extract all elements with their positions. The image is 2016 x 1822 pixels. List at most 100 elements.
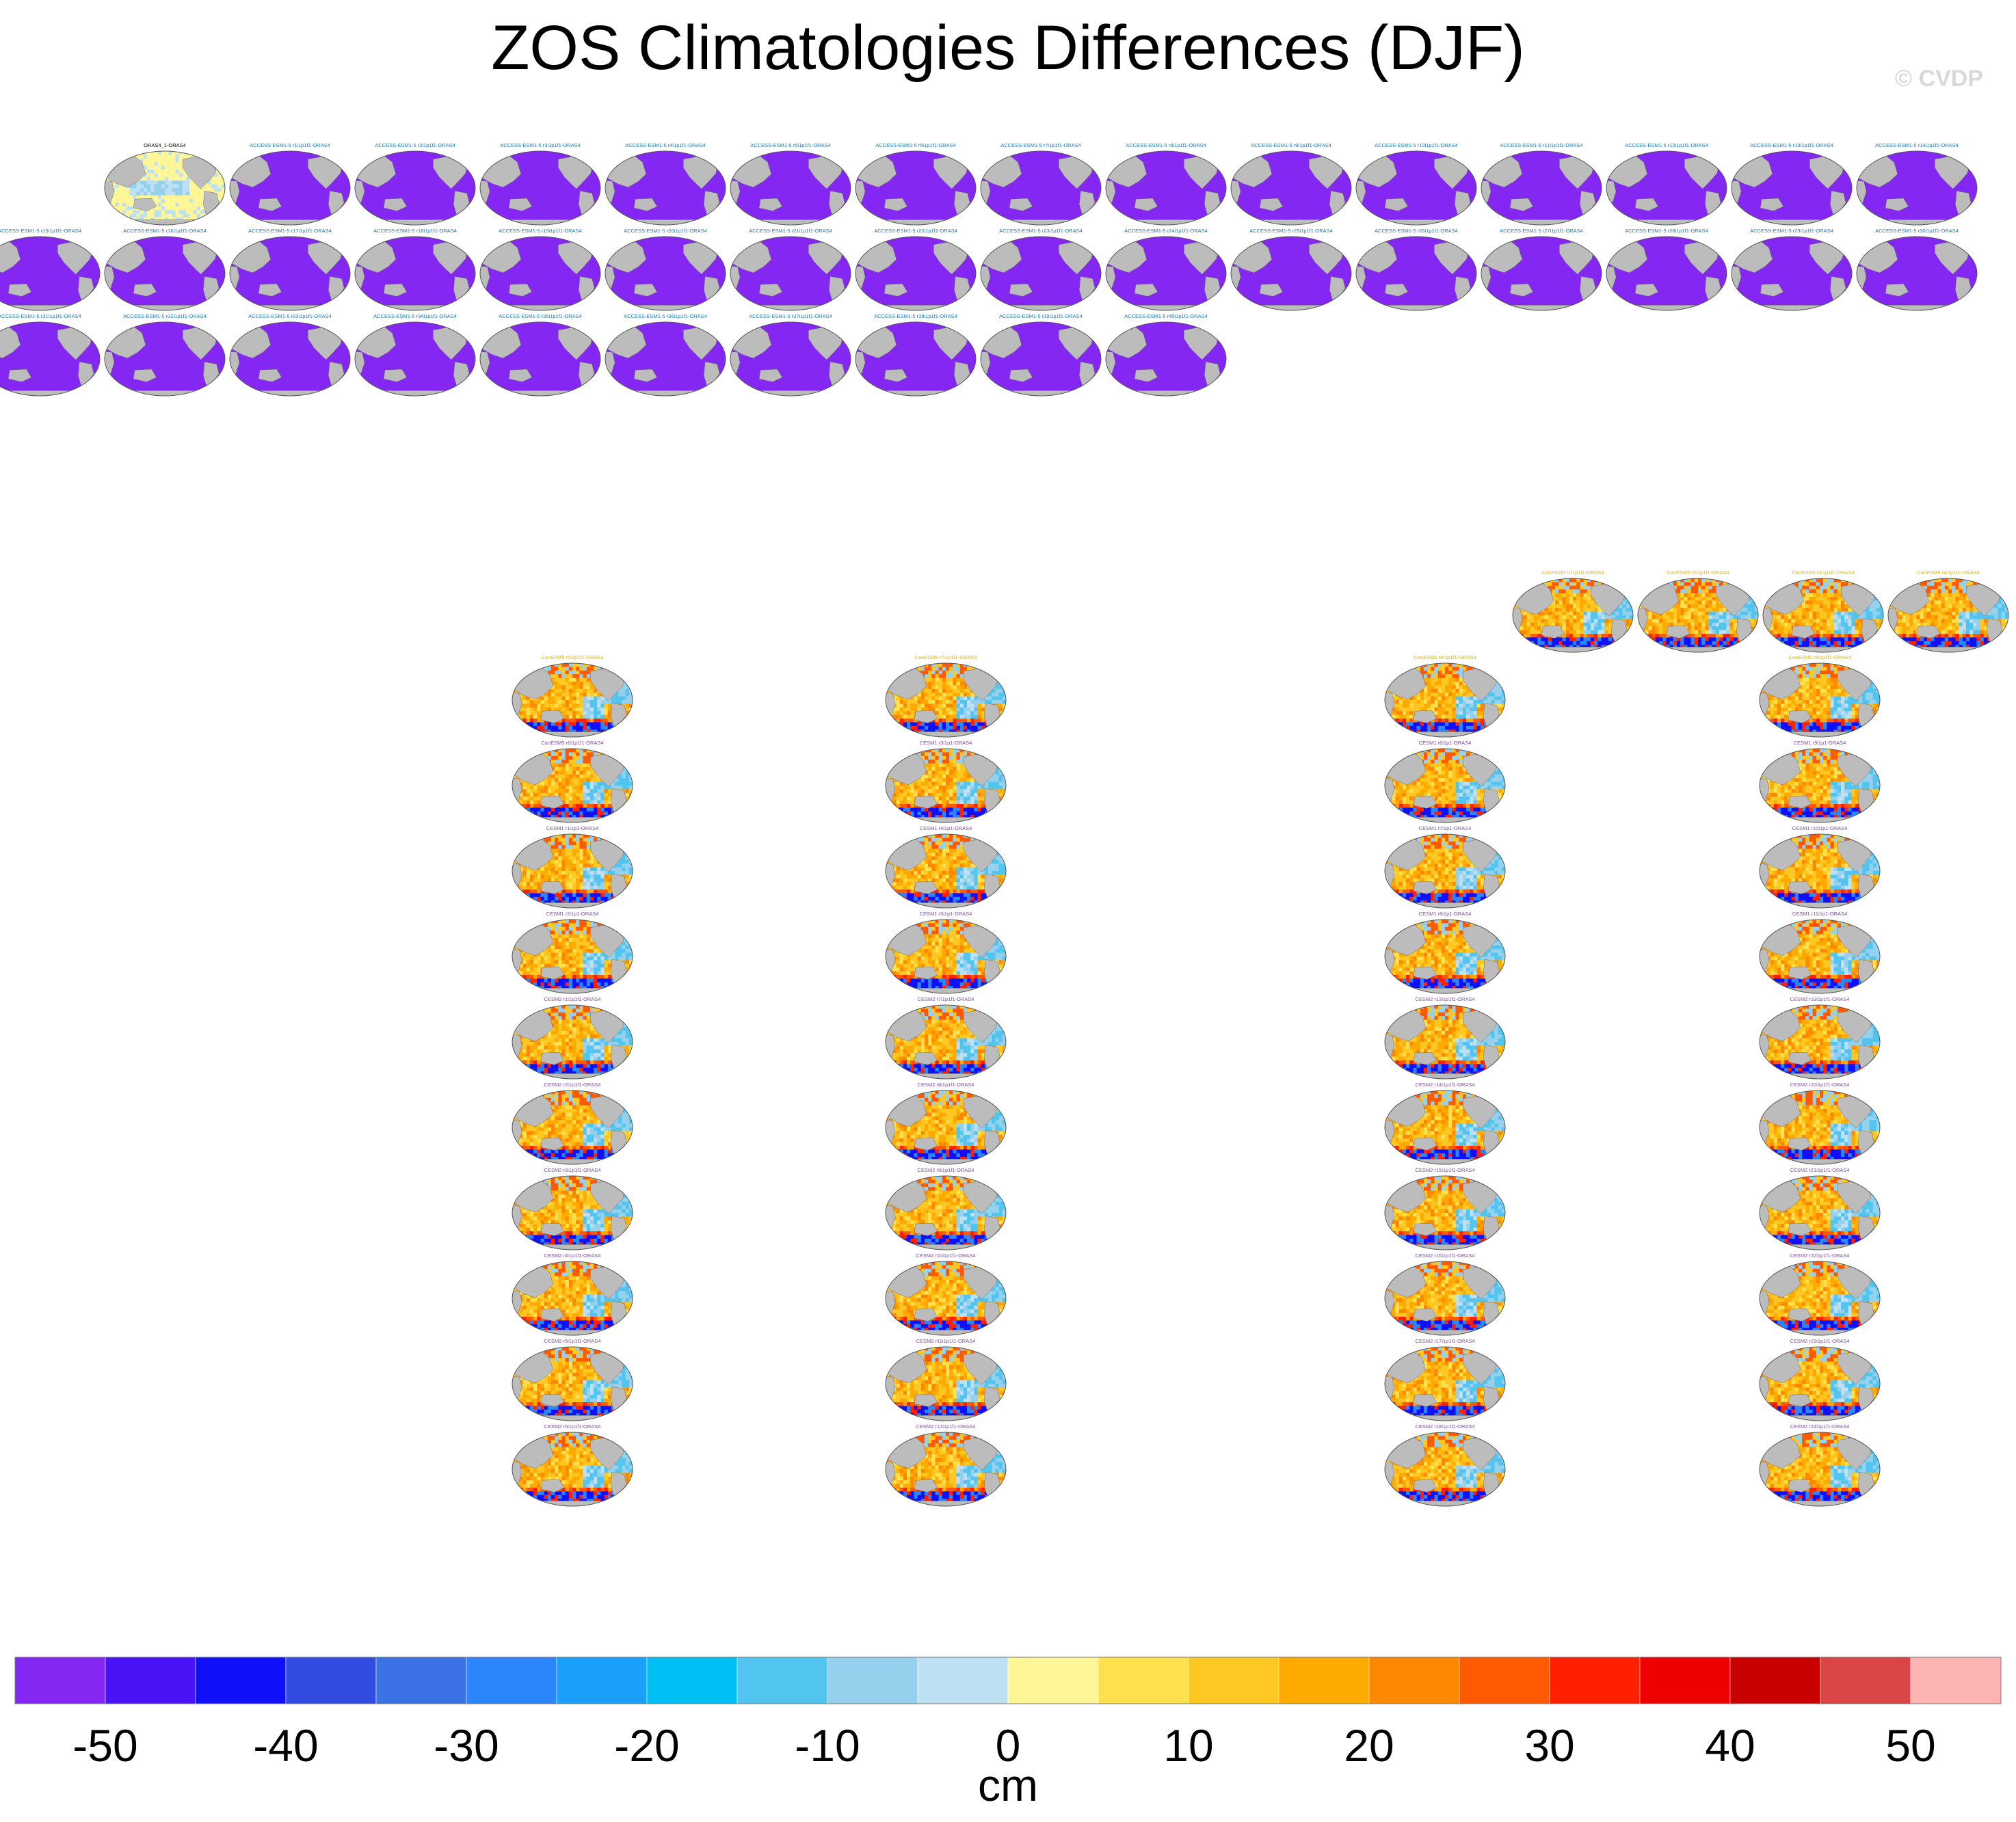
map-panel-title: CanESM5 r4i1p1f1-ORAS4 xyxy=(1917,570,1979,576)
map-panel-title: CESM2 r4i1p1f1-ORAS4 xyxy=(544,1252,601,1259)
map-panel-title: CESM2 r20i1p1f1-ORAS4 xyxy=(1790,1082,1849,1088)
map-panel-title: CESM1 r6i1p1-ORAS4 xyxy=(1419,740,1472,746)
colorbar-swatch xyxy=(1098,1657,1189,1704)
colorbar-swatch xyxy=(466,1657,557,1704)
map-panel-title: ACCESS-ESM1-5 r7i1p1f1-ORAS4 xyxy=(1000,142,1081,148)
colorbar-swatch xyxy=(556,1657,648,1704)
map-panel-title: ORAS4_1-ORAS4 xyxy=(144,142,186,148)
map-panel: ACCESS-ESM1-5 r7i1p1f1-ORAS4 xyxy=(980,142,1102,226)
chart-title: ZOS Climatologies Differences (DJF) xyxy=(0,12,2016,84)
colorbar-swatch xyxy=(1459,1657,1550,1704)
map-panel: ACCESS-ESM1-5 r1i1p1f1-ORAS4 xyxy=(229,142,351,226)
map-panel-title: CanESM5 r7i1p1f1-ORAS4 xyxy=(914,654,977,660)
map-panel-title: ACCESS-ESM1-5 r26i1p1f1-ORAS4 xyxy=(1375,228,1458,234)
map-panel-title: ACCESS-ESM1-5 r40i1p1f1-ORAS4 xyxy=(1124,313,1208,319)
map-panel: CESM2 r19i1p1f1-ORAS4 xyxy=(1759,996,1881,1080)
map-panel: CESM2 r15i1p1f1-ORAS4 xyxy=(1384,1167,1506,1250)
map-panel-title: ACCESS-ESM1-5 r30i1p1f1-ORAS4 xyxy=(1875,228,1959,234)
map-panel: ACCESS-ESM1-5 r20i1p1f1-ORAS4 xyxy=(605,228,726,311)
map-panel-title: ACCESS-ESM1-5 r25i1p1f1-ORAS4 xyxy=(1249,228,1333,234)
map-panel-title: ACCESS-ESM1-5 r9i1p1f1-ORAS4 xyxy=(1251,142,1331,148)
map-panel: ACCESS-ESM1-5 r11i1p1f1-ORAS4 xyxy=(1481,142,1602,226)
map-panel-title: ACCESS-ESM1-5 r39i1p1f1-ORAS4 xyxy=(999,313,1083,319)
map-panel-title: CESM2 r9i1p1f1-ORAS4 xyxy=(918,1167,974,1173)
map-panel-title: CanESM5 r6i1p1f1-ORAS4 xyxy=(541,740,603,746)
map-panel-title: CESM2 r2i1p1f1-ORAS4 xyxy=(544,1082,601,1088)
map-panel-title: CESM2 r15i1p1f1-ORAS4 xyxy=(1415,1167,1474,1173)
map-panel-title: CESM2 r19i1p1f1-ORAS4 xyxy=(1790,996,1849,1002)
colorbar-tick-label: -20 xyxy=(614,1720,679,1771)
map-panel-title: CESM2 r1i1p1f1-ORAS4 xyxy=(544,996,601,1002)
map-panel-title: ACCESS-ESM1-5 r15i1p1f1-ORAS4 xyxy=(0,228,81,234)
colorbar-unit-label: cm xyxy=(978,1760,1038,1810)
colorbar-swatch xyxy=(1368,1657,1460,1704)
map-panel: ACCESS-ESM1-5 r37i1p1f1-ORAS4 xyxy=(730,313,851,397)
map-panel-title: ACCESS-ESM1-5 r4i1p1f1-ORAS4 xyxy=(625,142,706,148)
colorbar-swatch xyxy=(1188,1657,1279,1704)
colorbar-swatch xyxy=(1278,1657,1370,1704)
map-panel-title: ACCESS-ESM1-5 r31i1p1f1-ORAS4 xyxy=(0,313,81,319)
map-panel-title: CESM1 r7i1p1-ORAS4 xyxy=(1419,825,1472,831)
colorbar-swatch xyxy=(1820,1657,1911,1704)
map-panel-title: CESM2 r22i1p1f1-ORAS4 xyxy=(1790,1252,1849,1259)
colorbar-tick-label: 50 xyxy=(1885,1720,1935,1771)
map-panel: ACCESS-ESM1-5 r13i1p1f1-ORAS4 xyxy=(1731,142,1853,226)
map-panel-title: ACCESS-ESM1-5 r12i1p1f1-ORAS4 xyxy=(1625,142,1708,148)
map-panel-title: CESM2 r23i1p1f1-ORAS4 xyxy=(1790,1338,1849,1344)
colorbar-swatch xyxy=(827,1657,918,1704)
map-panel: CESM1 r8i1p1-ORAS4 xyxy=(1384,911,1506,994)
map-panel-title: ACCESS-ESM1-5 r17i1p1f1-ORAS4 xyxy=(248,228,332,234)
colorbar-swatch xyxy=(1910,1657,2002,1704)
map-panel: ACCESS-ESM1-5 r15i1p1f1-ORAS4 xyxy=(0,228,101,311)
map-panel: ACCESS-ESM1-5 r31i1p1f1-ORAS4 xyxy=(0,313,101,397)
colorbar-swatch xyxy=(646,1657,738,1704)
map-panel-title: CESM2 r6i1p1f1-ORAS4 xyxy=(544,1423,601,1430)
map-panel-title: CESM2 r17i1p1f1-ORAS4 xyxy=(1415,1338,1474,1344)
map-panel: ACCESS-ESM1-5 r5i1p1f1-ORAS4 xyxy=(730,142,851,226)
map-panel-title: ACCESS-ESM1-5 r3i1p1f1-ORAS4 xyxy=(500,142,581,148)
map-panel-title: CESM1 r2i1p1-ORAS4 xyxy=(546,911,599,917)
map-panel-title: CESM1 r5i1p1-ORAS4 xyxy=(920,911,972,917)
colorbar-tick-label: -10 xyxy=(795,1720,860,1771)
map-panel-title: CESM2 r24i1p1f1-ORAS4 xyxy=(1790,1423,1849,1430)
colorbar-tick-label: -30 xyxy=(434,1720,499,1771)
map-panel: CESM2 r9i1p1f1-ORAS4 xyxy=(885,1167,1007,1250)
map-panel-title: CESM2 r8i1p1f1-ORAS4 xyxy=(918,1082,974,1088)
colorbar-tick-label: 20 xyxy=(1344,1720,1394,1771)
map-panel-title: ACCESS-ESM1-5 r20i1p1f1-ORAS4 xyxy=(624,228,707,234)
map-panel-title: ACCESS-ESM1-5 r19i1p1f1-ORAS4 xyxy=(499,228,582,234)
map-panel: ACCESS-ESM1-5 r27i1p1f1-ORAS4 xyxy=(1481,228,1602,311)
cvdp-credit: © CVDP xyxy=(1895,66,1983,92)
map-panel-title: ACCESS-ESM1-5 r8i1p1f1-ORAS4 xyxy=(1126,142,1206,148)
colorbar-swatch xyxy=(1729,1657,1821,1704)
colorbar-swatch xyxy=(375,1657,467,1704)
map-panel-title: CESM2 r5i1p1f1-ORAS4 xyxy=(544,1338,601,1344)
map-panel-title: CESM1 r11i1p1-ORAS4 xyxy=(1792,911,1847,917)
map-panel-title: ACCESS-ESM1-5 r27i1p1f1-ORAS4 xyxy=(1500,228,1583,234)
colorbar-frame xyxy=(14,1657,2002,1704)
colorbar-swatch xyxy=(14,1657,106,1704)
map-panel-title: ACCESS-ESM1-5 r24i1p1f1-ORAS4 xyxy=(1124,228,1208,234)
map-panel-title: ACCESS-ESM1-5 r5i1p1f1-ORAS4 xyxy=(750,142,831,148)
map-panel-title: CESM1 r10i1p1-ORAS4 xyxy=(1792,825,1848,831)
map-panel: CESM1 r5i1p1-ORAS4 xyxy=(885,911,1007,994)
colorbar-swatch xyxy=(917,1657,1009,1704)
map-panel: ACCESS-ESM1-5 r14i1p1f1-ORAS4 xyxy=(1856,142,1978,226)
map-panel-title: CESM2 r14i1p1f1-ORAS4 xyxy=(1415,1082,1474,1088)
map-panel-title: ACCESS-ESM1-5 r10i1p1f1-ORAS4 xyxy=(1375,142,1458,148)
map-panel-title: ACCESS-ESM1-5 r6i1p1f1-ORAS4 xyxy=(875,142,956,148)
map-panel-title: ACCESS-ESM1-5 r35i1p1f1-ORAS4 xyxy=(499,313,582,319)
colorbar-swatch xyxy=(285,1657,377,1704)
map-panel-title: CESM2 r10i1p1f1-ORAS4 xyxy=(916,1252,975,1259)
colorbar-swatch xyxy=(1639,1657,1731,1704)
map-panel: ACCESS-ESM1-5 r29i1p1f1-ORAS4 xyxy=(1731,228,1853,311)
map-panel-title: ACCESS-ESM1-5 r22i1p1f1-ORAS4 xyxy=(874,228,957,234)
map-panel: ACCESS-ESM1-5 r21i1p1f1-ORAS4 xyxy=(730,228,851,311)
map-panel-title: ACCESS-ESM1-5 r2i1p1f1-ORAS4 xyxy=(375,142,455,148)
map-panel: CESM1 r10i1p1-ORAS4 xyxy=(1759,825,1881,909)
map-panel-title: ACCESS-ESM1-5 r36i1p1f1-ORAS4 xyxy=(624,313,707,319)
map-panel-title: ACCESS-ESM1-5 r21i1p1f1-ORAS4 xyxy=(749,228,832,234)
map-panel-title: ACCESS-ESM1-5 r23i1p1f1-ORAS4 xyxy=(999,228,1083,234)
